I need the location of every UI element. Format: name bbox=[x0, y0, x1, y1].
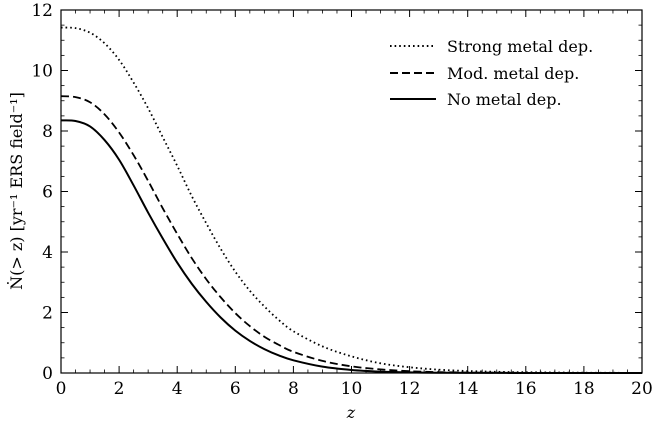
y-tick-label: 4 bbox=[42, 243, 53, 263]
x-tick-label: 12 bbox=[399, 379, 421, 399]
x-tick-label: 2 bbox=[114, 379, 125, 399]
y-tick-label: 8 bbox=[42, 122, 53, 142]
x-tick-label: 6 bbox=[230, 379, 241, 399]
x-tick-label: 4 bbox=[172, 379, 183, 399]
y-tick-label: 6 bbox=[42, 183, 53, 203]
series-lines bbox=[60, 26, 643, 375]
legend-label-strong: Strong metal dep. bbox=[447, 37, 593, 56]
x-axis-label: z bbox=[346, 403, 356, 422]
legend-label-no: No metal dep. bbox=[447, 90, 562, 109]
x-tick-label: 18 bbox=[573, 379, 595, 399]
y-tick-label: 2 bbox=[42, 304, 53, 324]
x-tick-label: 0 bbox=[56, 379, 67, 399]
y-tick-label: 12 bbox=[31, 1, 53, 21]
y-tick-label: 10 bbox=[31, 62, 53, 82]
series-line-solid bbox=[60, 119, 643, 375]
x-tick-label: 20 bbox=[631, 379, 653, 399]
x-tick-label: 8 bbox=[288, 379, 299, 399]
y-axis-label: Ṅ(> z) [yr⁻¹ ERS field⁻¹] bbox=[6, 92, 26, 290]
x-tick-label: 10 bbox=[341, 379, 363, 399]
ticks-group: 0 2 4 6 8 10 12 14 16 18 20 0 2 4 6 8 10 12 bbox=[31, 1, 652, 399]
x-tick-label: 14 bbox=[457, 379, 479, 399]
y-tick-label: 0 bbox=[42, 364, 53, 384]
legend-label-mod: Mod. metal dep. bbox=[447, 64, 579, 83]
x-tick-label: 16 bbox=[515, 379, 537, 399]
series-line-dashed bbox=[60, 95, 643, 374]
legend: Strong metal dep. Mod. metal dep. No met… bbox=[390, 37, 593, 109]
